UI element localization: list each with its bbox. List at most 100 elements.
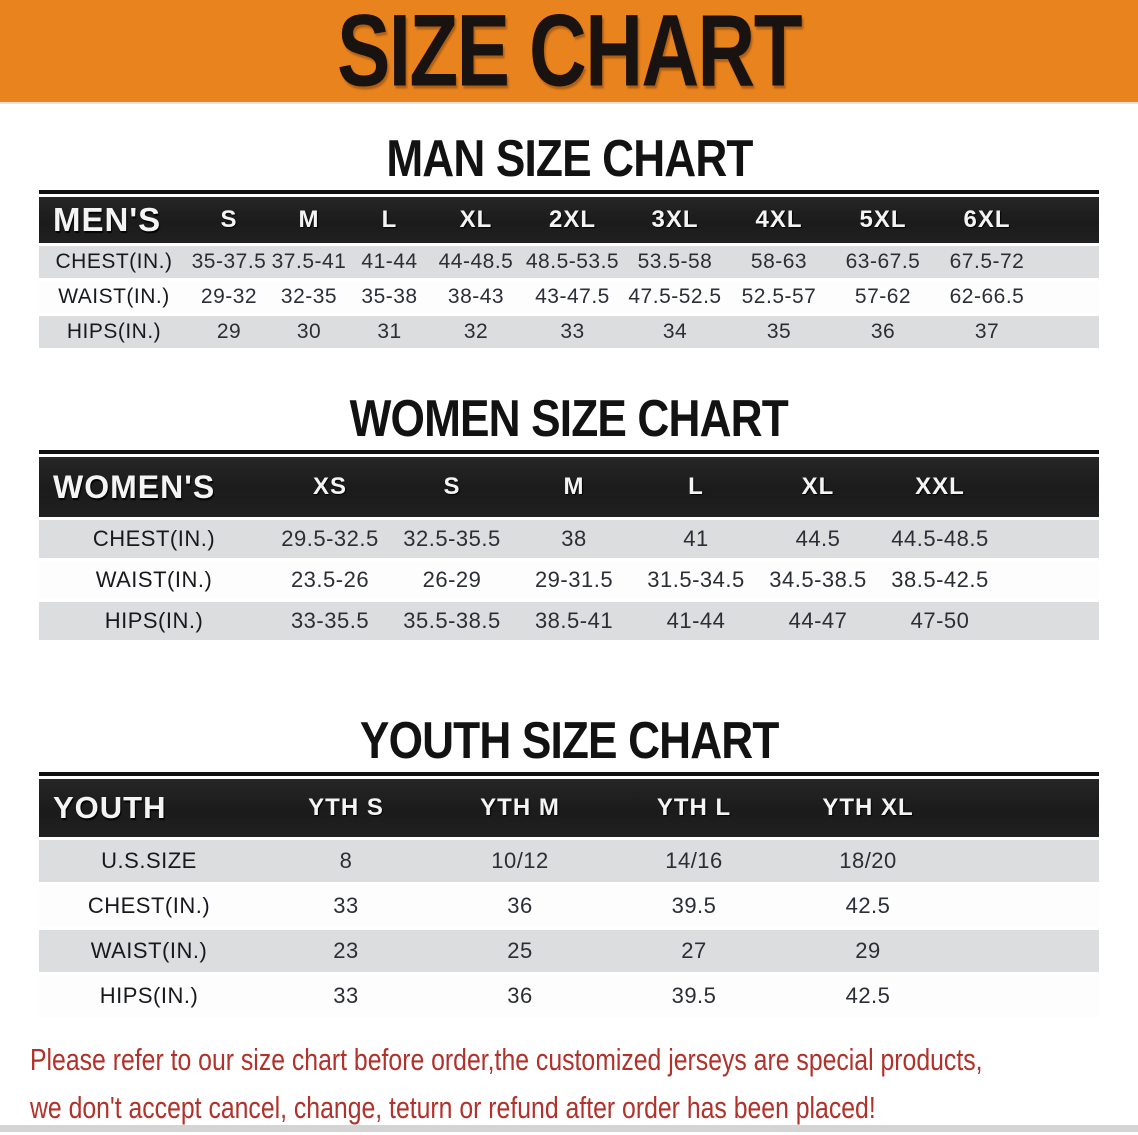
footer-note-line-1: Please refer to our size chart before or… <box>30 1042 983 1077</box>
men-table-header-row: MEN'S S M L XL 2XL 3XL 4XL 5XL 6XL <box>39 197 1099 243</box>
women-size-value-cell: 32.5-35.5 <box>403 526 501 551</box>
youth-table-header-row: YOUTH YTH S YTH M YTH L YTH XL <box>39 779 1099 837</box>
youth-measurement-row: WAIST(IN.) 23 25 27 29 <box>39 930 1099 972</box>
women-size-value-cell: 38 <box>561 526 587 551</box>
women-size-value-cell: 31.5-34.5 <box>647 567 745 592</box>
men-size-value-cell: 53.5-58 <box>637 250 713 273</box>
banner-title: SIZE CHART <box>337 0 803 109</box>
men-size-value-cell: 33 <box>560 320 585 343</box>
men-column-header: L <box>381 206 398 233</box>
youth-row-label: WAIST(IN.) <box>90 938 208 963</box>
men-column-header: XL <box>459 206 493 233</box>
women-size-value-cell: 33-35.5 <box>290 608 370 633</box>
footer-note-line-2: we don't accept cancel, change, teturn o… <box>30 1090 876 1125</box>
bottom-edge-strip <box>0 1125 1138 1132</box>
youth-size-value-cell: 39.5 <box>671 893 717 918</box>
men-column-header: 3XL <box>651 206 699 233</box>
women-table-header-row: WOMEN'S XS S M L XL XXL <box>39 457 1099 517</box>
men-column-header: 6XL <box>963 206 1011 233</box>
men-size-value-cell: 38-43 <box>447 285 505 308</box>
men-size-value-cell: 37 <box>974 320 1000 343</box>
men-column-header: M <box>298 206 320 233</box>
men-measurement-row: WAIST(IN.) 29-32 32-35 35-38 38-43 43-47.5 47.… <box>39 281 1099 313</box>
women-size-value-cell: 47-50 <box>910 608 970 633</box>
youth-row-label: U.S.SIZE <box>101 848 197 873</box>
youth-size-value-cell: 25 <box>507 938 533 963</box>
youth-row-label: HIPS(IN.) <box>99 983 199 1008</box>
man-size-chart-heading: MAN SIZE CHART <box>385 130 753 188</box>
womens-size-table: WOMEN'S XS S M L XL XXL CHEST(IN.) 29.5-32.5 32.5… <box>39 450 1099 640</box>
women-size-value-cell: 41-44 <box>666 608 726 633</box>
women-size-value-cell: 44.5 <box>795 526 841 551</box>
men-size-value-cell: 32 <box>463 320 489 343</box>
men-size-value-cell: 58-63 <box>750 250 808 273</box>
men-size-value-cell: 41-44 <box>361 250 418 273</box>
men-size-value-cell: 35-37.5 <box>191 250 267 273</box>
men-size-value-cell: 62-66.5 <box>949 285 1025 308</box>
youth-size-value-cell: 8 <box>339 848 353 873</box>
men-size-value-cell: 36 <box>870 320 896 343</box>
men-measurement-row: CHEST(IN.) 35-37.5 37.5-41 41-44 44-48.5 48.5… <box>39 246 1099 278</box>
women-measurement-row: WAIST(IN.) 23.5-26 26-29 29-31.5 31.5-34.5 34… <box>39 561 1099 599</box>
men-row-label: CHEST(IN.) <box>55 250 173 273</box>
men-size-value-cell: 29-32 <box>200 285 258 308</box>
youth-size-value-cell: 10/12 <box>491 848 549 873</box>
men-size-value-cell: 52.5-57 <box>741 285 817 308</box>
women-row-label: CHEST(IN.) <box>92 526 216 551</box>
youth-size-value-cell: 27 <box>681 938 707 963</box>
men-row-label: WAIST(IN.) <box>58 285 170 308</box>
youth-size-value-cell: 36 <box>507 893 533 918</box>
men-size-value-cell: 44-48.5 <box>438 250 514 273</box>
youth-size-value-cell: 23 <box>333 938 359 963</box>
women-measurement-row: HIPS(IN.) 33-35.5 35.5-38.5 38.5-41 41-44 44-… <box>39 602 1099 640</box>
youth-column-header: YTH L <box>656 794 732 821</box>
men-size-value-cell: 32-35 <box>280 285 338 308</box>
youth-size-value-cell: 36 <box>507 983 533 1008</box>
men-column-header: 2XL <box>548 206 596 233</box>
men-column-header: 5XL <box>859 206 907 233</box>
men-size-value-cell: 29 <box>216 320 242 343</box>
women-size-value-cell: 41 <box>683 526 709 551</box>
men-size-value-cell: 57-62 <box>854 285 912 308</box>
women-size-value-cell: 38.5-41 <box>534 608 614 633</box>
youth-column-header: YTH XL <box>822 794 914 821</box>
women-column-header: M <box>563 473 585 500</box>
men-column-header: 4XL <box>755 206 803 233</box>
women-group-label: WOMEN'S <box>53 468 216 505</box>
youth-size-table: YOUTH YTH S YTH M YTH L YTH XL U.S.SIZE 8 10/12… <box>39 772 1099 1017</box>
men-size-value-cell: 37.5-41 <box>271 250 347 273</box>
youth-size-chart-heading: YOUTH SIZE CHART <box>359 712 779 770</box>
youth-measurement-row: U.S.SIZE 8 10/12 14/16 18/20 <box>39 840 1099 882</box>
women-measurement-row: CHEST(IN.) 29.5-32.5 32.5-35.5 38 41 44.5 44.5… <box>39 520 1099 558</box>
men-column-header: S <box>220 206 238 233</box>
youth-size-value-cell: 33 <box>333 983 359 1008</box>
women-row-label: WAIST(IN.) <box>95 567 213 592</box>
youth-size-value-cell: 42.5 <box>845 983 891 1008</box>
youth-size-value-cell: 42.5 <box>845 893 891 918</box>
youth-size-value-cell: 33 <box>333 893 359 918</box>
men-size-value-cell: 34 <box>662 320 688 343</box>
women-size-value-cell: 44-47 <box>788 608 848 633</box>
women-row-label: HIPS(IN.) <box>104 608 204 633</box>
women-size-value-cell: 34.5-38.5 <box>769 567 867 592</box>
youth-group-label: YOUTH <box>53 790 167 825</box>
youth-column-header: YTH S <box>308 794 384 821</box>
men-size-value-cell: 63-67.5 <box>845 250 921 273</box>
women-size-value-cell: 23.5-26 <box>290 567 370 592</box>
men-measurement-row: HIPS(IN.) 29 30 31 32 33 34 35 36 37 <box>39 316 1099 348</box>
youth-measurement-row: HIPS(IN.) 33 36 39.5 42.5 <box>39 975 1099 1017</box>
women-column-header: XS <box>312 473 347 500</box>
women-size-value-cell: 29-31.5 <box>534 567 614 592</box>
youth-size-value-cell: 14/16 <box>665 848 723 873</box>
men-group-label: MEN'S <box>53 201 162 238</box>
women-size-chart-heading: WOMEN SIZE CHART <box>349 390 789 448</box>
men-size-value-cell: 67.5-72 <box>949 250 1025 273</box>
women-size-value-cell: 38.5-42.5 <box>891 567 989 592</box>
women-column-header: S <box>443 473 461 500</box>
youth-measurement-row: CHEST(IN.) 33 36 39.5 42.5 <box>39 885 1099 927</box>
women-size-value-cell: 29.5-32.5 <box>281 526 379 551</box>
women-size-value-cell: 35.5-38.5 <box>403 608 501 633</box>
men-size-value-cell: 48.5-53.5 <box>525 250 620 273</box>
men-size-value-cell: 35-38 <box>361 285 418 308</box>
women-column-header: XXL <box>915 473 965 500</box>
